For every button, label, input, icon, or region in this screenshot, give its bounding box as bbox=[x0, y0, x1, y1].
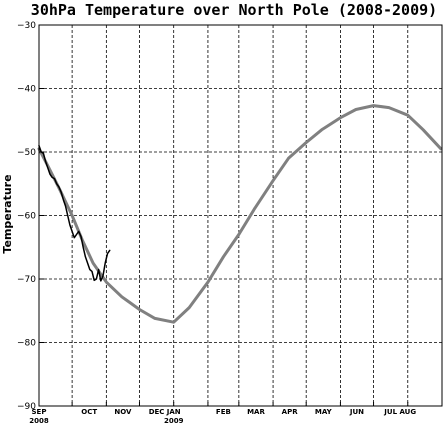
y-tick-label: −70 bbox=[17, 275, 36, 285]
y-ticks: −90 −80 −70 −60 −50 −40 −30 bbox=[17, 21, 44, 412]
x-tick-sublabel: 2009 bbox=[164, 417, 184, 425]
x-tick-label: DEC bbox=[149, 408, 165, 416]
x-tick-label: NOV bbox=[114, 408, 132, 416]
x-tick-label: FEB bbox=[216, 408, 231, 416]
x-tick-label: SEP bbox=[32, 408, 47, 416]
grid bbox=[39, 25, 442, 406]
y-tick-label: −90 bbox=[17, 402, 36, 412]
series-line-black bbox=[38, 144, 111, 282]
y-tick-label: −60 bbox=[17, 212, 36, 222]
x-tick-label: JUN bbox=[349, 408, 364, 416]
x-tick-label: JAN bbox=[166, 408, 181, 416]
x-tick-label: APR bbox=[282, 408, 299, 416]
x-tick-label: MAR bbox=[247, 408, 265, 416]
chart-title: 30hPa Temperature over North Pole (2008-… bbox=[31, 1, 437, 19]
series-line-gray bbox=[37, 104, 443, 324]
y-tick-label: −30 bbox=[17, 21, 36, 31]
y-axis-label: Temperature bbox=[1, 174, 14, 253]
x-tick-label: MAY bbox=[315, 408, 333, 416]
x-tick-label: OCT bbox=[81, 408, 97, 416]
y-tick-label: −80 bbox=[17, 339, 36, 349]
x-tick-label: JUL bbox=[383, 408, 397, 416]
y-tick-label: −50 bbox=[17, 148, 36, 158]
x-tick-label: AUG bbox=[399, 408, 416, 416]
y-tick-label: −40 bbox=[17, 85, 36, 95]
series-group bbox=[37, 104, 443, 324]
x-tick-sublabel: 2008 bbox=[29, 417, 49, 425]
